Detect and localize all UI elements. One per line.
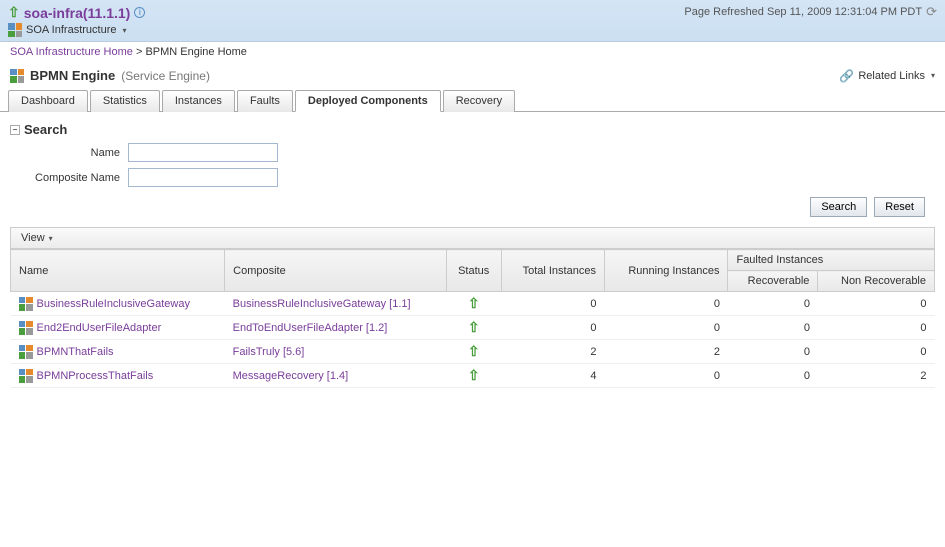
link-icon: 🔗 [839, 69, 854, 83]
collapse-icon[interactable]: − [10, 125, 20, 135]
related-links-label: Related Links [858, 70, 925, 82]
reset-button[interactable]: Reset [874, 197, 925, 217]
col-name[interactable]: Name [11, 250, 225, 292]
status-up-icon: ⇧ [468, 343, 480, 359]
total-cell: 0 [501, 316, 604, 340]
col-total[interactable]: Total Instances [501, 250, 604, 292]
status-up-icon: ⇧ [468, 367, 480, 383]
engine-header: BPMN Engine (Service Engine) 🔗 Related L… [0, 62, 945, 89]
nonrecoverable-cell: 0 [818, 316, 935, 340]
component-name-link[interactable]: BusinessRuleInclusiveGateway [37, 298, 190, 310]
soa-infrastructure-menu[interactable]: SOA Infrastructure ▾ [8, 23, 145, 37]
name-label: Name [30, 147, 120, 159]
tab-recovery[interactable]: Recovery [443, 90, 515, 112]
table-row: BPMNThatFailsFailsTruly [5.6]⇧2200 [11, 340, 935, 364]
tile-icon [8, 23, 22, 37]
recoverable-cell: 0 [728, 316, 818, 340]
chevron-down-icon: ▾ [931, 71, 935, 80]
col-status[interactable]: Status [446, 250, 501, 292]
col-recoverable[interactable]: Recoverable [728, 271, 818, 292]
components-table: Name Composite Status Total Instances Ru… [10, 249, 935, 388]
total-cell: 2 [501, 340, 604, 364]
buttons-row: Search Reset [10, 197, 935, 217]
composite-link[interactable]: FailsTruly [5.6] [233, 346, 305, 358]
name-input[interactable] [128, 143, 278, 162]
related-links-menu[interactable]: 🔗 Related Links ▾ [839, 69, 935, 83]
breadcrumb-home[interactable]: SOA Infrastructure Home [10, 46, 133, 58]
status-up-icon: ⇧ [8, 4, 20, 21]
name-field-row: Name [30, 143, 935, 162]
table-row: BPMNProcessThatFails MessageRecovery [1.4… [11, 364, 935, 388]
status-up-icon: ⇧ [468, 319, 480, 335]
soa-label: SOA Infrastructure [26, 24, 116, 36]
tabs: DashboardStatisticsInstancesFaultsDeploy… [0, 89, 945, 112]
total-cell: 4 [501, 364, 604, 388]
component-icon [19, 321, 33, 335]
composite-field-row: Composite Name [30, 168, 935, 187]
search-header[interactable]: − Search [10, 122, 935, 137]
breadcrumb: SOA Infrastructure Home > BPMN Engine Ho… [0, 42, 945, 62]
breadcrumb-sep: > [136, 46, 145, 58]
recoverable-cell: 0 [728, 340, 818, 364]
tab-deployed-components[interactable]: Deployed Components [295, 90, 441, 112]
view-menu[interactable]: View ▾ [10, 227, 935, 249]
tab-dashboard[interactable]: Dashboard [8, 90, 88, 112]
breadcrumb-current: BPMN Engine Home [145, 46, 247, 58]
refresh-icon[interactable]: ⟳ [926, 4, 937, 20]
search-section: − Search Name Composite Name [10, 122, 935, 187]
table-row: BusinessRuleInclusiveGateway BusinessRule… [11, 292, 935, 316]
composite-link[interactable]: EndToEndUserFileAdapter [1.2] [233, 322, 388, 334]
component-icon [19, 369, 33, 383]
engine-icon [10, 69, 24, 83]
running-cell: 0 [604, 364, 728, 388]
running-cell: 0 [604, 292, 728, 316]
top-bar: ⇧ soa-infra(11.1.1) i SOA Infrastructure… [0, 0, 945, 42]
col-faulted: Faulted Instances [728, 250, 935, 271]
total-cell: 0 [501, 292, 604, 316]
component-name-link[interactable]: End2EndUserFileAdapter [37, 322, 162, 334]
composite-input[interactable] [128, 168, 278, 187]
composite-label: Composite Name [30, 172, 120, 184]
status-up-icon: ⇧ [468, 295, 480, 311]
tab-statistics[interactable]: Statistics [90, 90, 160, 112]
nonrecoverable-cell: 0 [818, 292, 935, 316]
engine-left: BPMN Engine (Service Engine) [10, 68, 210, 83]
info-icon[interactable]: i [134, 7, 145, 18]
engine-subtitle: (Service Engine) [121, 69, 210, 83]
search-button[interactable]: Search [810, 197, 867, 217]
col-nonrecoverable[interactable]: Non Recoverable [818, 271, 935, 292]
running-cell: 0 [604, 316, 728, 340]
infra-name[interactable]: soa-infra(11.1.1) [24, 5, 131, 21]
composite-link[interactable]: BusinessRuleInclusiveGateway [1.1] [233, 298, 411, 310]
nonrecoverable-cell: 0 [818, 340, 935, 364]
refresh-text: Page Refreshed Sep 11, 2009 12:31:04 PM … [684, 6, 922, 18]
nonrecoverable-cell: 2 [818, 364, 935, 388]
search-fields: Name Composite Name [30, 143, 935, 187]
tab-faults[interactable]: Faults [237, 90, 293, 112]
search-title: Search [24, 122, 67, 137]
page-refresh: Page Refreshed Sep 11, 2009 12:31:04 PM … [684, 4, 937, 20]
component-name-link[interactable]: BPMNProcessThatFails [37, 370, 154, 382]
table-row: End2EndUserFileAdapter EndToEndUserFileAd… [11, 316, 935, 340]
recoverable-cell: 0 [728, 292, 818, 316]
col-running[interactable]: Running Instances [604, 250, 728, 292]
engine-title: BPMN Engine [30, 68, 115, 83]
component-name-link[interactable]: BPMNThatFails [37, 346, 114, 358]
running-cell: 2 [604, 340, 728, 364]
component-icon [19, 297, 33, 311]
component-icon [19, 345, 33, 359]
tab-instances[interactable]: Instances [162, 90, 235, 112]
recoverable-cell: 0 [728, 364, 818, 388]
composite-link[interactable]: MessageRecovery [1.4] [233, 370, 349, 382]
chevron-down-icon: ▾ [122, 26, 126, 35]
top-left: ⇧ soa-infra(11.1.1) i SOA Infrastructure… [8, 4, 145, 37]
content: − Search Name Composite Name Search Rese… [0, 112, 945, 398]
chevron-down-icon: ▾ [49, 234, 53, 243]
infra-title-row: ⇧ soa-infra(11.1.1) i [8, 4, 145, 21]
view-label: View [21, 232, 45, 244]
col-composite[interactable]: Composite [225, 250, 447, 292]
